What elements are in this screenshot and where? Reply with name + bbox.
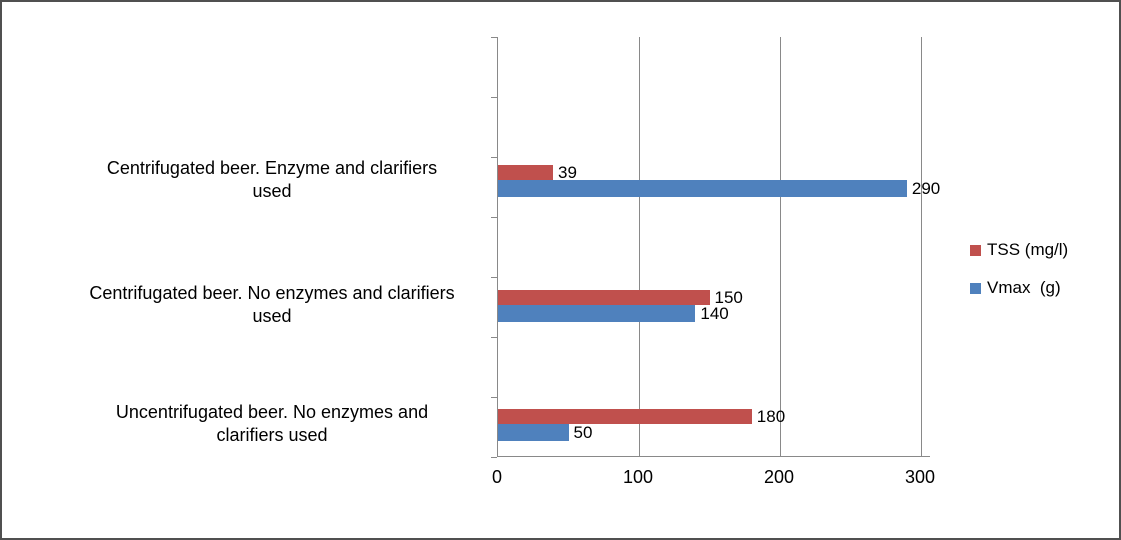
legend-swatch <box>970 244 981 256</box>
x-axis-tick-label: 100 <box>622 467 654 487</box>
category-axis-tick <box>491 37 497 38</box>
bar-value-label: 39 <box>557 162 577 182</box>
x-axis-tick-label: 0 <box>491 467 503 487</box>
category-label-line: Centrifugated beer. Enzyme and clarifier… <box>106 157 438 178</box>
category-label-line: clarifiers used <box>216 425 328 445</box>
bar-tss-category-2 <box>498 290 710 305</box>
category-label: Centrifugated beer. Enzyme and clarifier… <box>57 150 487 210</box>
category-label-line: Centrifugated beer. No enzymes and clari… <box>89 282 455 303</box>
gridline-100 <box>639 37 640 456</box>
category-label: Centrifugated beer. No enzymes and clari… <box>57 275 487 335</box>
bar-tss-category-3 <box>498 409 752 424</box>
x-axis-tick-label: 200 <box>763 467 795 487</box>
plot-area: 39 290 150 140 180 50 <box>491 37 940 458</box>
legend-label: Vmax (g) <box>987 278 1061 297</box>
bar-value-label: 140 <box>700 303 729 323</box>
category-axis-tick <box>491 457 497 458</box>
category-axis-tick <box>491 277 497 278</box>
gridline-300 <box>921 37 922 456</box>
value-axis: 0 100 200 300 <box>492 467 935 493</box>
category-axis-tick <box>491 337 497 338</box>
bar-value-label: 150 <box>714 287 743 307</box>
legend-item: TSS (mg/l) <box>970 240 1068 260</box>
legend-label: TSS (mg/l) <box>987 240 1069 259</box>
bar-vmax-category-2 <box>498 305 696 322</box>
bar-vmax-category-3 <box>498 424 569 441</box>
legend-swatch <box>970 282 981 294</box>
category-label-line: Uncentrifugated beer. No enzymes and <box>115 401 429 422</box>
category-axis-tick <box>491 217 497 218</box>
bar-value-label: 50 <box>573 422 593 442</box>
legend-item: Vmax (g) <box>970 278 1068 298</box>
category-axis-tick <box>491 397 497 398</box>
x-axis-tick-label: 300 <box>904 467 936 487</box>
bar-value-label: 180 <box>756 406 786 426</box>
category-label-line: used <box>252 181 292 201</box>
category-axis: Centrifugated beer. Enzyme and clarifier… <box>57 2 487 538</box>
bar-value-label: 290 <box>911 178 941 198</box>
category-axis-tick <box>491 157 497 158</box>
bar-tss-category-1 <box>498 165 553 180</box>
legend: TSS (mg/l) Vmax (g) <box>970 240 1068 316</box>
bar-vmax-category-1 <box>498 180 907 197</box>
category-label-line: used <box>252 306 292 326</box>
category-label: Uncentrifugated beer. No enzymes and clar… <box>57 394 487 454</box>
category-axis-tick <box>491 97 497 98</box>
gridline-200 <box>780 37 781 456</box>
